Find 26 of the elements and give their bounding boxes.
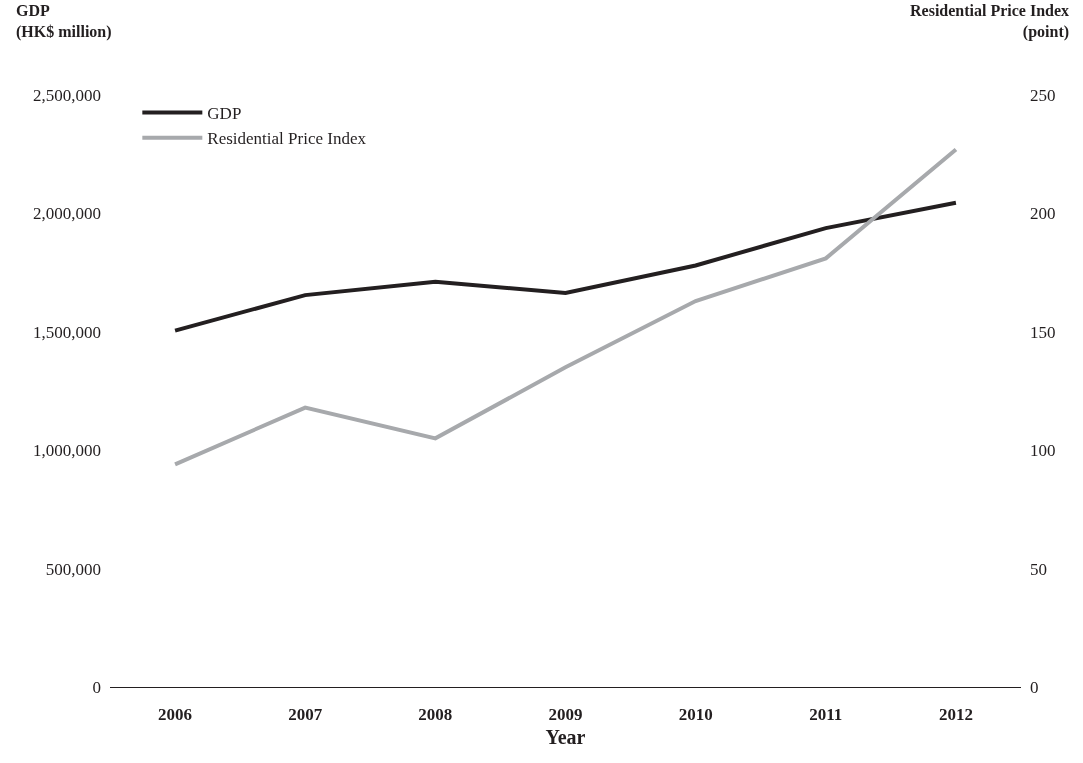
line-series [173, 147, 958, 467]
y-tick-label: 0 [92, 677, 101, 697]
legend-label: Residential Price Index [207, 129, 367, 149]
line-series [173, 200, 958, 333]
x-tick-label: 2011 [809, 705, 843, 725]
legend-label: GDP [207, 104, 242, 124]
x-tick-label: 2008 [418, 705, 453, 725]
y-tick-label: 1,500,000 [33, 322, 101, 342]
x-tick-label: 2006 [158, 705, 193, 725]
y2-tick-label: 50 [1030, 559, 1047, 579]
x-axis-title: Year [545, 725, 586, 748]
y2-tick-label: 250 [1030, 85, 1056, 105]
y-tick-label: 500,000 [45, 559, 101, 579]
x-tick-label: 2009 [548, 705, 583, 725]
y2-tick-label: 0 [1030, 677, 1039, 697]
y-tick-label: 2,000,000 [33, 204, 101, 224]
y2-tick-label: 100 [1030, 441, 1056, 461]
x-tick-label: 2010 [678, 705, 713, 725]
x-tick-label: 2007 [288, 705, 323, 725]
x-tick-label: 2012 [938, 705, 973, 725]
y-tick-label: 2,500,000 [33, 85, 101, 105]
y2-tick-label: 150 [1030, 322, 1056, 342]
y-axis-title: GDP (HK$ million) [16, 2, 112, 41]
y2-tick-label: 200 [1030, 204, 1056, 224]
y-tick-label: 1,000,000 [33, 441, 101, 461]
y2-axis-title: Residential Price Index (point) [910, 2, 1070, 41]
